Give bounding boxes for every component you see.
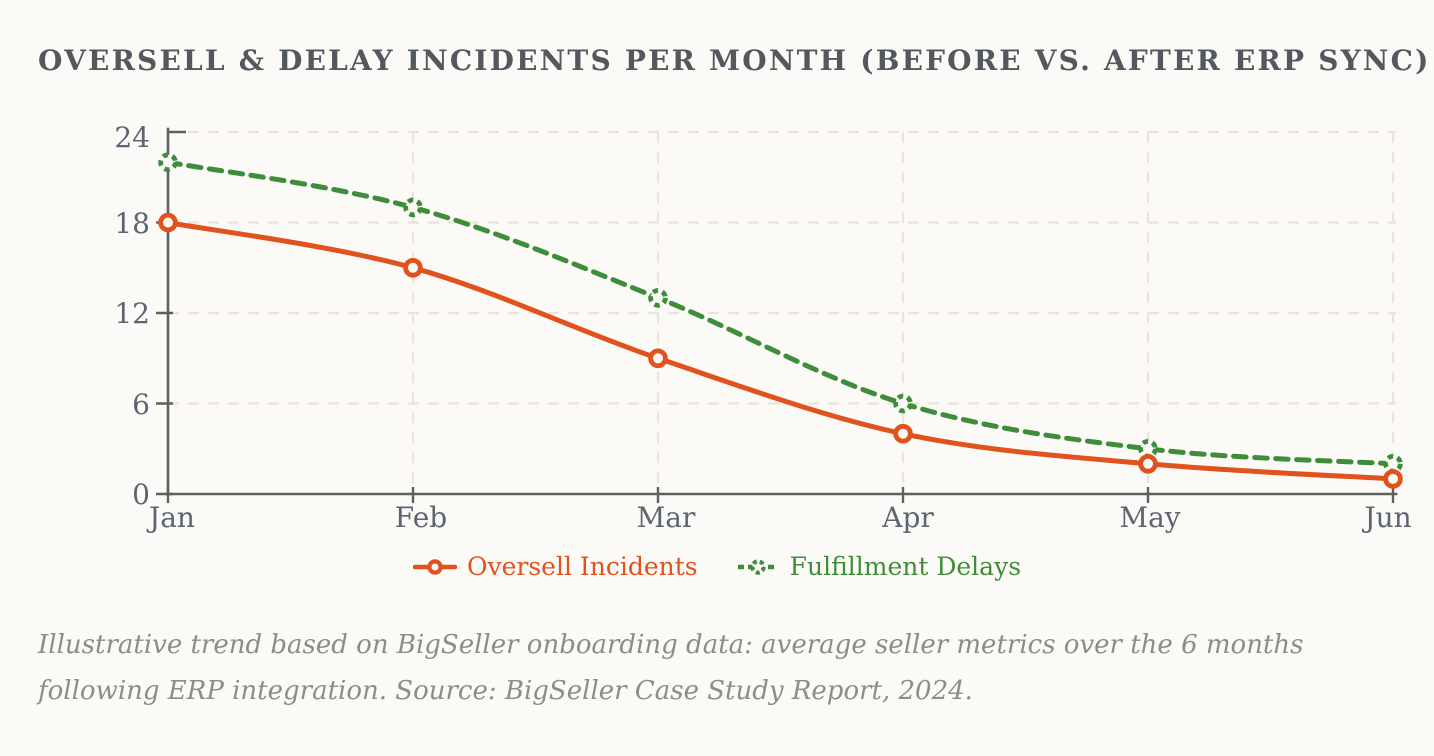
data-point: [1138, 453, 1158, 474]
data-point: [1383, 469, 1403, 489]
axes: [156, 127, 1398, 503]
chart-caption: Illustrative trend based on BigSeller on…: [38, 630, 1304, 706]
series-line-1: [165, 159, 1396, 467]
x-axis-labels: Jan Feb Mar Apr May Jun: [146, 501, 1412, 534]
y-tick-label: 18: [114, 207, 150, 240]
data-point: [158, 212, 178, 233]
y-tick-label: 6: [132, 388, 150, 421]
y-axis-labels: 0 6 12 18 24: [114, 121, 150, 511]
x-tick-label: Jan: [146, 501, 195, 534]
data-point: [1138, 438, 1158, 459]
y-tick-label: 0: [132, 478, 150, 511]
data-point: [893, 393, 913, 414]
x-tick-label: Jun: [1361, 501, 1411, 534]
legend-label-1: Fulfillment Delays: [789, 552, 1022, 581]
series-line-0: [165, 220, 1396, 482]
data-point: [403, 197, 423, 218]
chart-title: OVERSELL & DELAY INCIDENTS PER MONTH (BE…: [38, 44, 1431, 77]
data-point: [648, 288, 668, 308]
x-tick-label: Apr: [881, 501, 934, 534]
data-point: [403, 257, 423, 278]
legend-label-0: Oversell Incidents: [466, 552, 698, 581]
data-point: [158, 152, 178, 173]
data-point: [893, 423, 913, 444]
x-tick-label: Feb: [395, 501, 447, 534]
x-tick-label: Mar: [637, 501, 696, 534]
oversell-line-marker-icon: [412, 558, 457, 575]
gridlines: [168, 130, 1396, 494]
legend: Oversell Incidents Fulfillment Delays: [0, 552, 1434, 581]
series-markers-0: [158, 212, 1403, 489]
x-tick-label: May: [1119, 501, 1180, 534]
y-tick-label: 24: [114, 121, 150, 154]
legend-item-oversell-incidents[interactable]: Oversell Incidents: [412, 552, 698, 581]
legend-item-fulfillment-delays[interactable]: Fulfillment Delays: [736, 552, 1021, 581]
data-point: [648, 348, 668, 369]
y-tick-label: 12: [114, 297, 150, 330]
data-point: [1383, 453, 1403, 474]
delays-line-marker-icon: [737, 558, 778, 575]
line-chart: 0 6 12 18 24 Jan Feb Mar Apr May Jun: [114, 121, 1412, 534]
series-markers-1: [158, 152, 1403, 474]
